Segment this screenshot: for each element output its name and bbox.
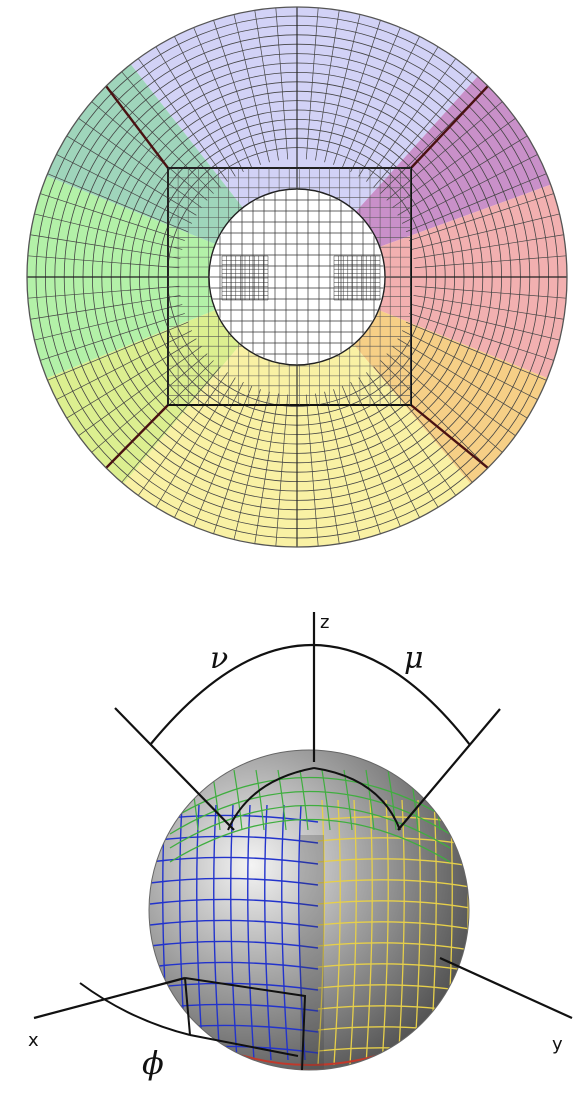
inner-cartesian-box (167, 167, 412, 406)
refinement-patches (221, 255, 381, 301)
x-axis (33, 976, 186, 1020)
nu-label: ν (210, 641, 228, 676)
mu-label: μ (404, 641, 424, 676)
nu-mu-arc (149, 643, 471, 746)
x-axis-label: x (28, 1030, 39, 1051)
nu-ray (114, 707, 235, 831)
mu-ray (397, 708, 501, 831)
phi-construction (184, 977, 191, 1036)
phi-arc (79, 982, 191, 1036)
outer-boundary (26, 6, 568, 548)
phi-construction-3 (189, 1034, 299, 1057)
sector-right (297, 184, 567, 379)
y-axis-label: y (552, 1034, 563, 1055)
ring-grid-lines (27, 7, 567, 547)
phi-label: ϕ (142, 1044, 164, 1082)
cubed-sphere-mesh-figure (26, 6, 568, 548)
y-axis (439, 956, 573, 1020)
sphere-patch-grid (149, 769, 469, 1070)
inner-box-grid (167, 167, 411, 405)
central-hole (208, 188, 386, 366)
mu-projection (313, 767, 401, 831)
z-axis-label: z (320, 612, 329, 633)
patch-seam-lines (105, 85, 489, 469)
phi-construction-2 (184, 977, 307, 1071)
sphere-coordinates-figure: z x y ν μ ϕ (28, 612, 573, 1082)
nu-projection (227, 767, 315, 831)
